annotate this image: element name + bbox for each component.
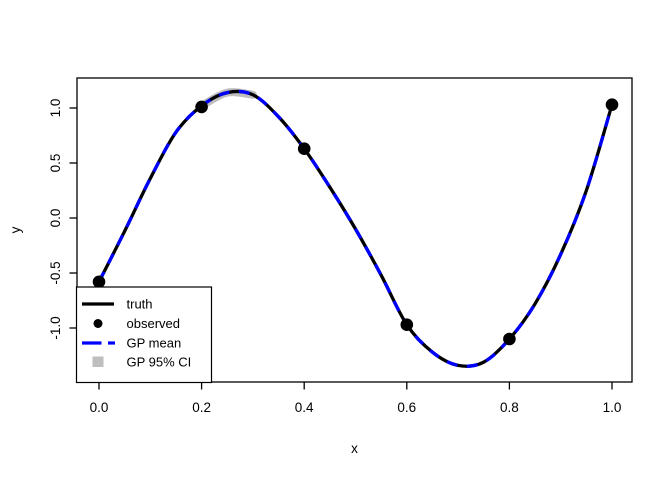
x-tick-label: 0.8 [500,400,519,415]
observed-point [92,275,106,289]
y-tick-label: 0.0 [48,209,63,228]
y-tick-label: 0.5 [48,154,63,173]
y-tick-label: -0.5 [48,261,63,284]
legend-label-observed: observed [127,316,180,331]
x-tick-label: 1.0 [603,400,622,415]
legend-label-truth: truth [127,297,153,312]
y-tick-label: 1.0 [48,99,63,118]
y-axis-title: y [8,226,23,233]
observed-point [297,142,311,155]
legend-label-gp-mean: GP mean [127,336,182,351]
observed-point [195,100,208,114]
legend-observed-point-sample [93,319,103,328]
x-axis-title: x [351,441,358,456]
observed-point [503,332,516,346]
observed-points-layer [92,98,619,346]
legend: truth observed GP mean GP 95% CI [75,286,213,384]
x-axis-ticks: 0.0 0.2 0.4 0.6 0.8 1.0 [90,382,622,415]
legend-ci-square-sample [92,356,104,367]
observed-point [400,318,414,332]
observed-point [605,98,619,111]
gp-mean-curve [97,89,614,368]
y-tick-label: -1.0 [48,316,63,339]
plot-box [76,77,633,383]
x-tick-label: 0.4 [295,400,314,415]
x-tick-label: 0.2 [192,400,211,415]
y-axis-ticks: -1.0 -0.5 0.0 0.5 1.0 [48,99,77,340]
gp-mean-line-layer [97,89,614,368]
x-tick-label: 0.6 [397,400,416,415]
x-tick-label: 0.0 [90,400,109,415]
legend-label-gp-ci: GP 95% CI [127,355,192,370]
